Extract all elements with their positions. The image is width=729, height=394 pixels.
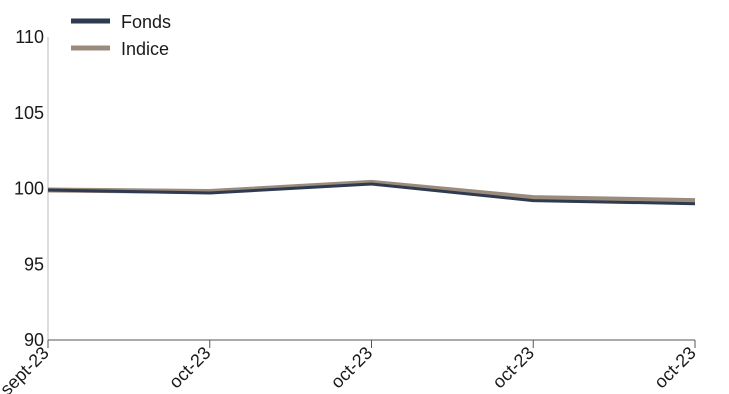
x-tick-label: sept-23 [0, 343, 53, 394]
legend-label-indice: Indice [121, 39, 169, 59]
x-tick-label: oct-23 [327, 343, 377, 393]
series-layer [47, 179, 696, 206]
y-axis-ticks: 90 95 100 105 110 [14, 27, 44, 350]
legend: Fonds Indice [71, 12, 171, 59]
x-tick-label: oct-23 [489, 343, 539, 393]
y-tick-label: 100 [14, 179, 44, 199]
x-axis-ticks: sept-23 oct-23 oct-23 oct-23 oct-23 [0, 340, 700, 394]
y-tick-label: 110 [15, 27, 44, 47]
y-tick-label: 105 [14, 103, 44, 123]
series-line-fonds [47, 182, 696, 206]
y-tick-label: 90 [24, 330, 44, 350]
y-tick-label: 95 [24, 254, 44, 274]
x-tick-label: oct-23 [650, 343, 700, 393]
x-tick-label: oct-23 [165, 343, 215, 393]
legend-label-fonds: Fonds [121, 12, 171, 32]
